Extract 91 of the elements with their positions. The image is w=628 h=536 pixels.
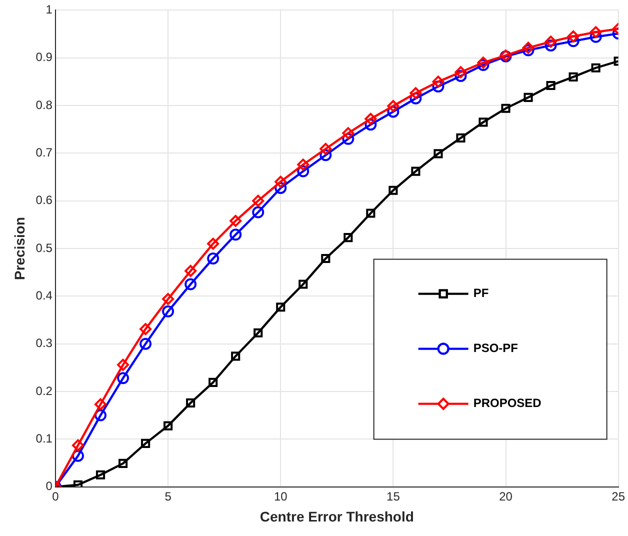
point <box>164 421 173 430</box>
point <box>590 30 602 43</box>
point <box>297 165 310 178</box>
point <box>230 228 242 241</box>
point <box>72 439 84 452</box>
x-tick-label: 25 <box>612 489 626 504</box>
legend-label: PF <box>473 286 489 300</box>
point <box>411 166 420 176</box>
x-tick-label: 20 <box>499 489 513 504</box>
point <box>321 254 330 264</box>
point <box>208 378 218 387</box>
point <box>207 238 220 250</box>
point <box>410 87 422 100</box>
point <box>94 398 107 410</box>
y-tick-label: 0.3 <box>36 336 53 350</box>
point <box>254 328 263 338</box>
y-tick-label: 0.4 <box>36 288 53 302</box>
point <box>230 214 242 227</box>
point <box>522 44 534 56</box>
point <box>410 92 422 104</box>
point <box>320 142 332 155</box>
point <box>184 278 197 290</box>
point <box>117 372 130 384</box>
point <box>140 323 152 336</box>
point <box>478 118 488 127</box>
x-tick-label: 10 <box>274 489 288 504</box>
point <box>320 149 332 162</box>
point <box>184 264 197 277</box>
y-tick-label: 0 <box>46 479 53 494</box>
point <box>94 409 107 422</box>
point <box>364 118 377 131</box>
y-tick-label: 0.7 <box>36 145 53 160</box>
point <box>546 80 556 90</box>
point <box>568 72 578 82</box>
point <box>591 63 600 72</box>
legend-label: PSO-PF <box>473 341 518 356</box>
point <box>522 42 534 54</box>
point <box>342 132 354 145</box>
y-tick-label: 0.2 <box>36 384 53 398</box>
point <box>456 133 466 142</box>
point <box>298 280 308 289</box>
point <box>207 252 220 265</box>
x-tick-label: 5 <box>164 489 172 504</box>
y-tick-label: 1 <box>46 2 53 17</box>
point <box>544 39 557 52</box>
point <box>342 127 354 140</box>
point <box>118 458 128 468</box>
y-tick-label: 0.8 <box>36 98 53 112</box>
point <box>297 158 310 171</box>
point <box>366 208 376 218</box>
point <box>432 76 444 88</box>
point <box>364 112 377 125</box>
point <box>501 104 510 113</box>
x-tick-label: 15 <box>386 489 400 504</box>
point <box>388 186 398 195</box>
point <box>590 26 602 38</box>
point <box>387 106 400 118</box>
point <box>387 100 400 112</box>
point <box>524 92 533 102</box>
point <box>434 149 443 158</box>
point <box>344 233 353 242</box>
point <box>567 35 580 48</box>
point <box>454 66 467 78</box>
y-tick-label: 0.5 <box>36 240 53 255</box>
point <box>117 358 130 371</box>
point <box>276 302 286 312</box>
point <box>477 56 490 69</box>
point <box>186 398 196 408</box>
point <box>252 206 264 218</box>
point <box>96 470 106 480</box>
legend-label: PROPOSED <box>473 396 542 410</box>
point <box>162 293 174 306</box>
point <box>477 59 490 72</box>
x-axis-title: Centre Error Threshold <box>260 508 414 524</box>
y-tick-label: 0.6 <box>36 193 53 208</box>
point <box>567 30 580 42</box>
y-tick-label: 0.1 <box>36 431 53 446</box>
point <box>544 36 557 48</box>
point <box>162 305 174 318</box>
point <box>454 70 467 82</box>
point <box>274 182 287 194</box>
y-tick-label: 0.9 <box>36 50 53 64</box>
point <box>274 176 287 188</box>
point <box>141 438 150 448</box>
point <box>432 80 444 92</box>
point <box>140 338 152 350</box>
point <box>252 194 264 207</box>
y-axis-title: Precision <box>11 216 28 280</box>
point <box>72 450 84 462</box>
point <box>231 352 240 361</box>
point <box>73 480 83 487</box>
